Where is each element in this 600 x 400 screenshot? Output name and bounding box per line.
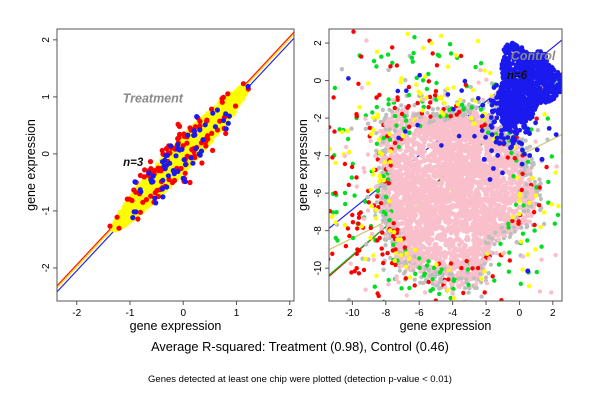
series-blue-sprinkle <box>346 72 523 148</box>
svg-text:1: 1 <box>41 94 52 100</box>
treatment-x-axis-ticks: -2 -1 0 1 2 <box>72 301 293 319</box>
svg-text:1: 1 <box>234 308 240 319</box>
annotation-n-6: n=6 <box>507 70 528 82</box>
treatment-xlabel: gene expression <box>130 319 222 333</box>
control-y-axis-ticks: 20-2-4-6-8-10 <box>313 40 329 275</box>
svg-text:-2: -2 <box>72 308 81 319</box>
treatment-plot: -2 -1 0 1 2 -2 -1 0 1 2 gene expression gene expres… <box>24 28 295 333</box>
svg-text:-2: -2 <box>41 263 52 272</box>
caption-average-rsquared: Average R-squared: Treatment (0.98), Con… <box>151 339 449 354</box>
treatment-ylabel: gene expression <box>24 119 38 211</box>
treatment-y-axis-ticks: -2 -1 0 1 2 <box>41 37 57 272</box>
control-ylabel: gene expression <box>300 119 310 211</box>
annotation-treatment: Treatment <box>123 92 184 106</box>
caption-detection-note: Genes detected at least one chip were pl… <box>148 374 452 385</box>
control-x-axis-ticks: -10 -8 -6 -4 -2 0 2 <box>345 301 556 319</box>
control-plot-border <box>328 28 563 302</box>
svg-text:2: 2 <box>287 308 293 319</box>
svg-text:0: 0 <box>41 151 52 157</box>
control-plot-area <box>329 29 562 301</box>
svg-text:-1: -1 <box>41 206 52 215</box>
series-blue-straggle <box>480 99 559 182</box>
annotation-n-3: n=3 <box>123 157 144 169</box>
svg-text:2: 2 <box>41 37 52 43</box>
series-blue-outliers <box>130 83 251 221</box>
treatment-plot-border <box>56 28 295 302</box>
annotation-control: Control <box>511 49 556 63</box>
control-xlabel: gene expression <box>400 319 492 333</box>
svg-text:-1: -1 <box>126 308 135 319</box>
svg-text:0: 0 <box>180 308 186 319</box>
treatment-plot-area <box>57 31 294 293</box>
series-blue-outlier-points <box>481 156 545 274</box>
